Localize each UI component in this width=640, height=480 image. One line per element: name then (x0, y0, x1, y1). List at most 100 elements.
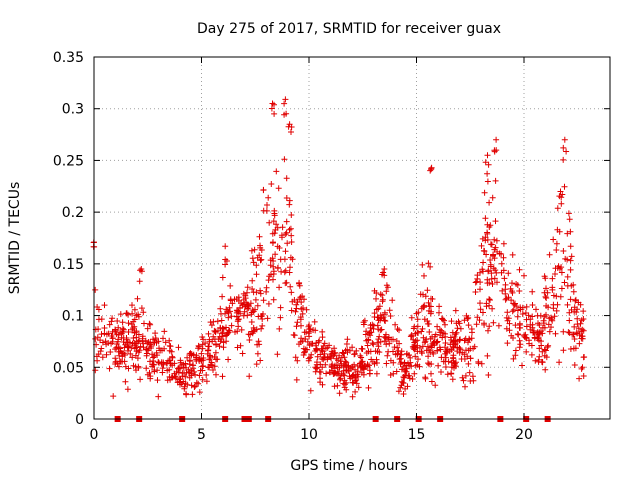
data-point (352, 388, 359, 395)
data-point (258, 256, 265, 263)
data-point (500, 254, 507, 261)
data-point (227, 308, 233, 315)
data-point (534, 312, 541, 319)
data-point (465, 322, 472, 329)
data-point (447, 334, 454, 341)
data-point (357, 352, 364, 359)
data-point (411, 343, 418, 350)
data-point (370, 341, 377, 348)
data-point (489, 194, 496, 201)
grid-lines (94, 57, 610, 419)
data-point (137, 267, 144, 274)
data-point (523, 323, 530, 330)
data-point (453, 359, 459, 366)
data-point (400, 391, 407, 397)
data-point (234, 344, 241, 351)
data-point (527, 316, 534, 323)
data-point (244, 302, 251, 309)
data-point (434, 323, 441, 330)
data-point (416, 363, 423, 370)
data-point (448, 318, 455, 325)
data-point (519, 362, 525, 369)
data-point (429, 349, 436, 356)
data-point (307, 354, 314, 361)
data-point (182, 373, 189, 380)
data-point (187, 350, 194, 357)
data-point (494, 279, 500, 286)
data-point (571, 336, 578, 342)
data-point (531, 334, 538, 341)
data-point (424, 320, 431, 327)
data-point (300, 305, 306, 311)
data-point (266, 219, 273, 226)
data-point (570, 331, 577, 338)
data-point (349, 374, 355, 380)
data-point (344, 346, 351, 353)
data-point (349, 363, 356, 370)
data-point (558, 285, 565, 292)
data-point (116, 363, 122, 370)
data-point (463, 347, 469, 354)
data-point (319, 355, 326, 362)
data-point (418, 328, 425, 335)
data-point (279, 234, 285, 241)
data-point (268, 181, 275, 187)
data-point (493, 136, 500, 143)
data-point (546, 328, 553, 335)
data-point (287, 283, 294, 290)
data-point (257, 242, 263, 249)
data-point (425, 260, 432, 267)
x-tick-label: 0 (90, 427, 99, 443)
data-point (567, 266, 574, 273)
data-point (504, 309, 511, 316)
data-point (161, 345, 168, 352)
data-point (288, 232, 295, 239)
data-point (287, 254, 294, 261)
data-point (552, 330, 559, 337)
data-point (509, 280, 515, 287)
y-axis-ticks: 0 0.05 0.1 0.15 0.2 0.25 0.3 0.35 (53, 50, 610, 428)
data-point (254, 302, 261, 309)
data-point (337, 376, 343, 383)
data-point (580, 373, 587, 379)
data-point (225, 314, 232, 321)
data-point (543, 354, 550, 361)
data-point (154, 377, 161, 384)
data-point (347, 347, 353, 354)
data-point (556, 193, 563, 200)
data-point (523, 303, 530, 310)
data-point (480, 259, 487, 266)
data-point (498, 251, 505, 257)
data-point (122, 363, 129, 370)
data-point (392, 321, 399, 328)
data-point (543, 285, 549, 292)
data-point (193, 379, 200, 386)
data-point (146, 320, 153, 327)
data-point (270, 276, 276, 283)
data-point (571, 323, 578, 330)
data-point (336, 390, 343, 397)
data-point (95, 326, 102, 333)
data-point (466, 335, 473, 342)
data-point (294, 357, 301, 364)
data-point (539, 330, 546, 337)
data-point (195, 380, 202, 387)
data-point (207, 361, 214, 368)
data-point (491, 246, 498, 253)
data-point (566, 216, 573, 223)
data-point (247, 300, 254, 307)
data-point (240, 296, 247, 303)
data-point (153, 349, 160, 356)
data-point (132, 352, 139, 359)
data-point (258, 247, 265, 253)
data-point (140, 309, 147, 316)
data-point (381, 266, 388, 272)
data-point (282, 96, 289, 103)
data-point (482, 215, 489, 222)
data-point (541, 289, 548, 296)
data-point (188, 367, 195, 374)
data-point (529, 302, 536, 308)
data-point (360, 365, 367, 372)
data-point (119, 328, 126, 335)
data-point (580, 354, 587, 361)
